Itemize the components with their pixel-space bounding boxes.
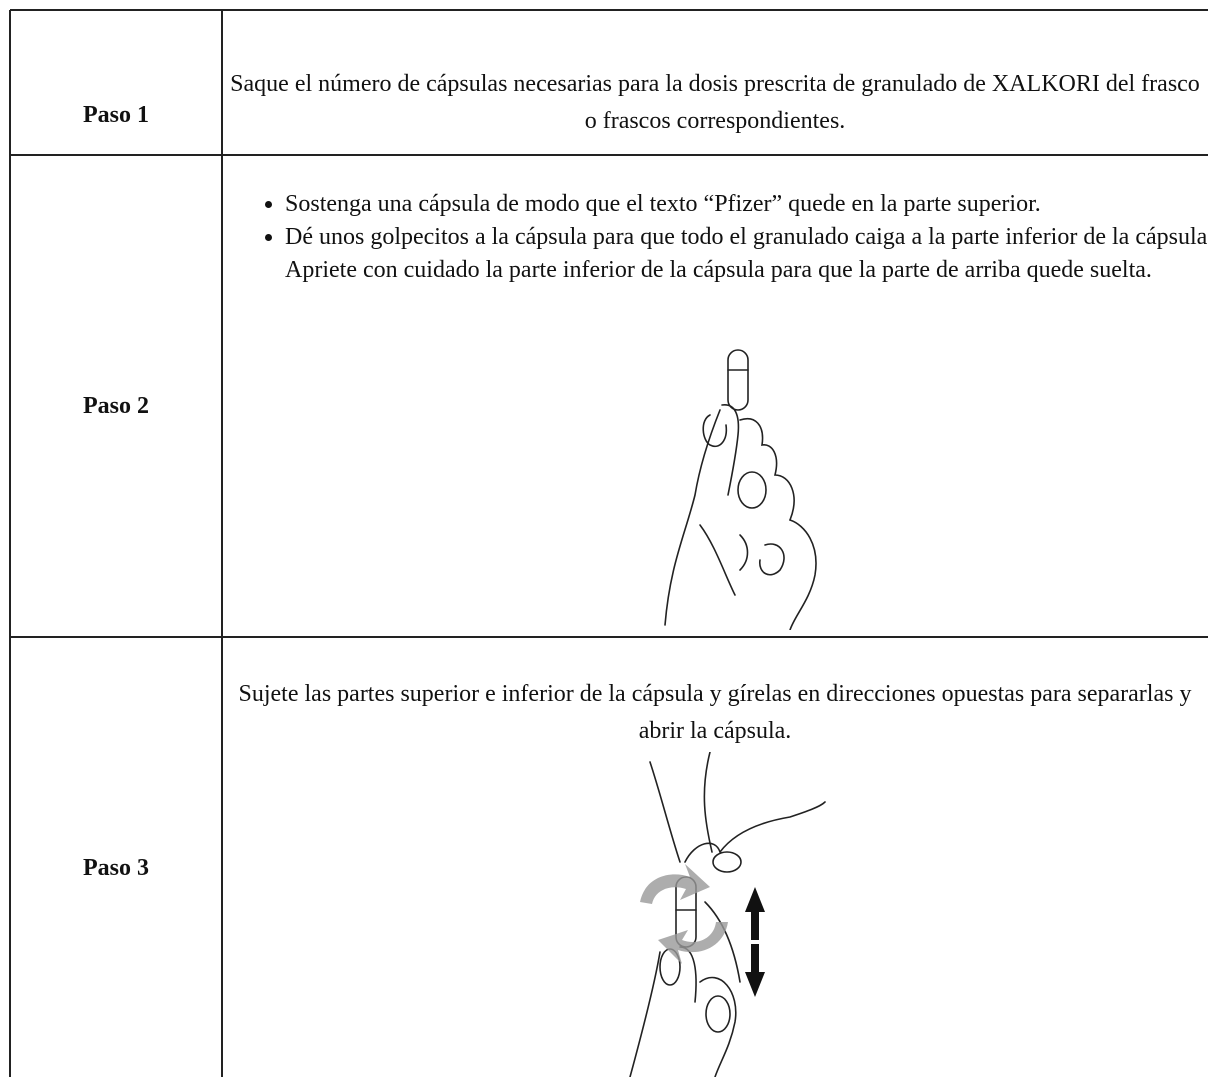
step-label: Paso 3	[83, 855, 149, 881]
step-text: Sujete las partes superior e inferior de…	[238, 681, 1192, 744]
bullet: Dé unos golpecitos a la cápsula para que…	[285, 221, 1208, 287]
step-text: Saque el número de cápsulas necesarias p…	[230, 71, 1200, 134]
bullet-list: Sostenga una cápsula de modo que el text…	[237, 188, 1208, 287]
step-label: Paso 2	[83, 393, 149, 419]
illustration-twist-capsule	[629, 752, 826, 1077]
step-label: Paso 1	[83, 102, 149, 128]
illustration-hand-capsule	[664, 349, 817, 630]
bullet: Sostenga una cápsula de modo que el text…	[285, 188, 1208, 221]
